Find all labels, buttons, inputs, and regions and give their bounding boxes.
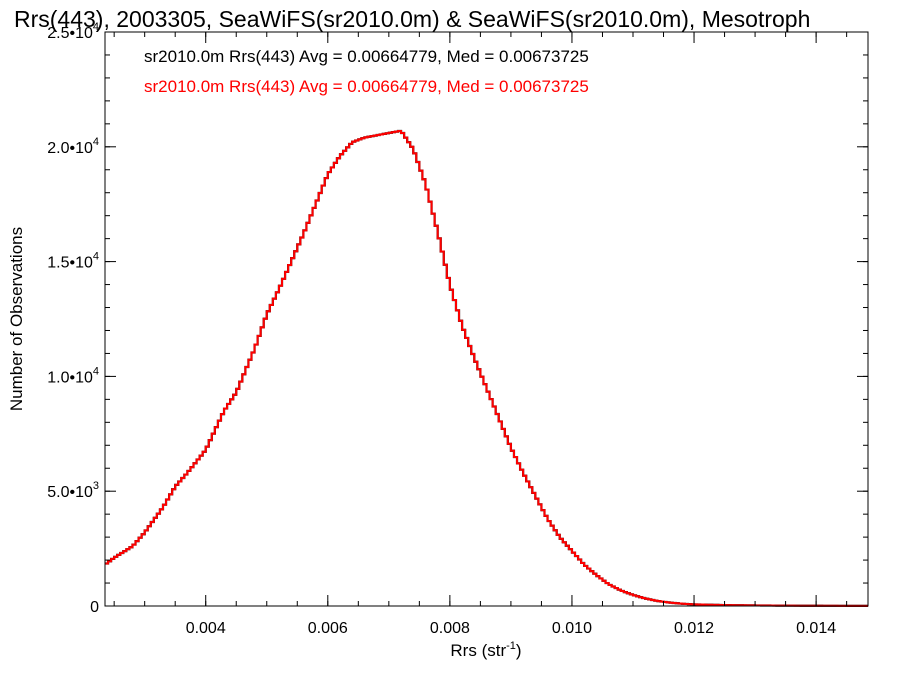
x-tick-label: 0.006 <box>308 620 348 637</box>
x-tick-label: 0.014 <box>796 620 836 637</box>
y-tick-label: 2.0•104 <box>47 136 99 157</box>
y-tick-label: 1.5•104 <box>47 251 99 272</box>
chart-title: Rrs(443), 2003305, SeaWiFS(sr2010.0m) & … <box>14 6 811 32</box>
x-tick-label: 0.010 <box>552 620 592 637</box>
y-tick-label: 1.0•104 <box>47 365 99 386</box>
y-tick-label: 0 <box>90 599 99 616</box>
legend-entry-black: sr2010.0m Rrs(443) Avg = 0.00664779, Med… <box>144 47 589 66</box>
plot-frame <box>104 31 869 607</box>
y-tick-label: 2.5•104 <box>47 21 99 42</box>
x-tick-label: 0.004 <box>186 620 226 637</box>
x-tick-label: 0.008 <box>430 620 470 637</box>
y-axis-label: Number of Observations <box>7 227 26 411</box>
series-line-black <box>105 129 868 607</box>
x-axis-label: Rrs (str-1) <box>450 640 521 660</box>
y-tick-label: 5.0•103 <box>47 480 99 501</box>
x-tick-label: 0.012 <box>674 620 714 637</box>
series-line-red <box>105 130 868 607</box>
legend-entry-red: sr2010.0m Rrs(443) Avg = 0.00664779, Med… <box>144 77 589 96</box>
